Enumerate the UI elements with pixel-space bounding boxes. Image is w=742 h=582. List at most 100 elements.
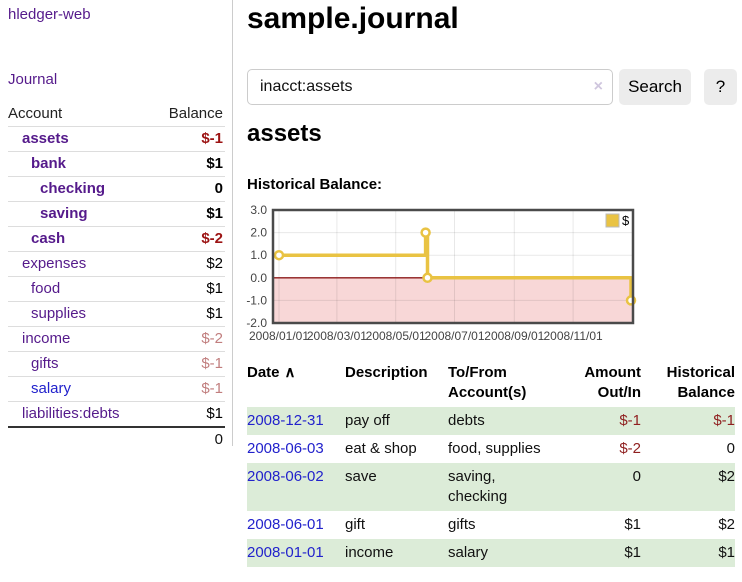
chart-svg: 3.0 2.0 1.0 0.0 -1.0 -2.02008/01/012008/03/01… [246, 203, 637, 343]
account-link[interactable]: bank [31, 155, 67, 172]
sort-asc-icon[interactable]: ∧ [284, 364, 296, 381]
transaction-row: 2008-06-03 eat & shop food, supplies $-2 0 [247, 435, 735, 463]
help-button[interactable]: ? [704, 69, 737, 105]
accounts-table: Account Balance assets $-1 bank $1 checking 0… [8, 102, 225, 452]
accounts-tbody: Account Balance assets $-1 bank $1 checking 0… [8, 102, 225, 452]
transaction-row: 2008-06-02 save saving, checking 0 $2 [247, 463, 735, 511]
transaction-row: 2008-06-01 gift gifts $1 $2 [247, 511, 735, 539]
account-balance: $-2 [152, 226, 225, 252]
register-header-amount: Amount Out/In [584, 364, 641, 401]
transaction-date-link[interactable]: 2008-06-01 [247, 516, 324, 533]
account-balance: $1 [152, 401, 225, 428]
svg-text:0.0: 0.0 [250, 271, 267, 285]
register-header-row: Date ∧ Description To/From Account(s) Amount O… [247, 358, 735, 407]
transaction-balance: $1 [718, 544, 735, 561]
legend-swatch [605, 213, 620, 228]
chart-title: Historical Balance: [247, 176, 383, 193]
account-balance: $1 [152, 151, 225, 177]
transaction-description: income [345, 544, 394, 561]
account-row: cash $-2 [8, 226, 225, 252]
account-row: saving $1 [8, 201, 225, 227]
account-balance: $-1 [152, 376, 225, 402]
accounts-header-row: Account Balance [8, 102, 225, 127]
svg-text:3.0: 3.0 [250, 203, 267, 217]
legend-label: $ [622, 213, 630, 228]
account-link[interactable]: income [22, 330, 71, 347]
account-link[interactable]: food [31, 280, 61, 297]
page-title: sample.journal [247, 2, 459, 35]
transaction-row: 2008-12-31 pay off debts $-1 $-1 [247, 407, 735, 435]
svg-text:2008/07/01: 2008/07/01 [424, 329, 484, 343]
transaction-balance: $-1 [713, 412, 735, 429]
account-link[interactable]: saving [40, 205, 88, 222]
transaction-accounts: saving, checking [448, 468, 508, 505]
account-balance: $-2 [152, 326, 225, 352]
account-link[interactable]: gifts [31, 355, 59, 372]
account-balance: 0 [152, 176, 225, 202]
transaction-description: save [345, 468, 377, 485]
register-header-date[interactable]: Date ∧ [247, 364, 296, 381]
svg-text:2008/03/01: 2008/03/01 [307, 329, 367, 343]
account-row: liabilities:debts $1 [8, 401, 225, 428]
accounts-header-balance: Balance [152, 102, 225, 127]
account-balance: $-1 [152, 126, 225, 152]
svg-text:2008/11/01: 2008/11/01 [544, 329, 603, 343]
transaction-accounts: food, supplies [448, 440, 541, 457]
account-balance: $2 [152, 251, 225, 277]
svg-text:2.0: 2.0 [250, 226, 267, 240]
transaction-balance: 0 [726, 440, 735, 457]
svg-text:-2.0: -2.0 [246, 316, 267, 330]
accounts-total-value: 0 [152, 426, 225, 452]
accounts-header-account: Account [8, 102, 153, 127]
account-row: salary $-1 [8, 376, 225, 402]
account-link[interactable]: checking [40, 180, 106, 197]
accounts-total-row: 0 [8, 426, 225, 452]
svg-text:2008/01/01: 2008/01/01 [249, 329, 309, 343]
transaction-accounts: salary [448, 544, 489, 561]
account-balance: $1 [152, 201, 225, 227]
account-row: bank $1 [8, 151, 225, 177]
svg-text:2008/05/01: 2008/05/01 [366, 329, 426, 343]
account-link[interactable]: liabilities:debts [22, 405, 120, 422]
transaction-amount: 0 [632, 468, 641, 485]
account-heading: assets [247, 120, 322, 147]
svg-text:1.0: 1.0 [250, 248, 267, 262]
transaction-balance: $2 [718, 468, 735, 485]
transaction-description: eat & shop [345, 440, 417, 457]
app-title-link[interactable]: hledger-web [8, 6, 91, 23]
account-link[interactable]: cash [31, 230, 66, 247]
transaction-accounts: debts [448, 412, 485, 429]
account-balance: $1 [152, 276, 225, 302]
register-table: Date ∧ Description To/From Account(s) Amount O… [247, 358, 735, 567]
account-link[interactable]: supplies [31, 305, 87, 322]
transaction-date-link[interactable]: 2008-06-02 [247, 468, 324, 485]
account-link[interactable]: assets [22, 130, 69, 147]
transaction-amount: $-1 [619, 412, 641, 429]
account-row: checking 0 [8, 176, 225, 202]
transaction-description: pay off [345, 412, 390, 429]
account-row: assets $-1 [8, 126, 225, 152]
transaction-date-link[interactable]: 2008-01-01 [247, 544, 324, 561]
transaction-balance: $2 [718, 516, 735, 533]
sidebar-divider [232, 0, 233, 446]
account-row: food $1 [8, 276, 225, 302]
transaction-date-link[interactable]: 2008-12-31 [247, 412, 324, 429]
transaction-date-link[interactable]: 2008-06-03 [247, 440, 324, 457]
transaction-description: gift [345, 516, 366, 533]
transaction-accounts: gifts [448, 516, 476, 533]
transaction-amount: $-2 [619, 440, 641, 457]
transaction-amount: $1 [624, 544, 641, 561]
search-input[interactable] [247, 69, 613, 105]
account-link[interactable]: expenses [22, 255, 87, 272]
svg-text:2008/09/01: 2008/09/01 [484, 329, 544, 343]
register-header-historical: Historical Balance [666, 364, 735, 401]
account-row: income $-2 [8, 326, 225, 352]
clear-search-icon[interactable]: × [593, 78, 603, 95]
svg-text:-1.0: -1.0 [246, 293, 267, 307]
register-header-tofrom: To/From Account(s) [448, 364, 527, 401]
search-bar: × Search ? [247, 69, 737, 105]
account-link[interactable]: salary [31, 380, 72, 397]
search-button[interactable]: Search [619, 69, 691, 105]
register-header-description: Description [345, 364, 428, 381]
journal-nav-link[interactable]: Journal [8, 71, 58, 88]
